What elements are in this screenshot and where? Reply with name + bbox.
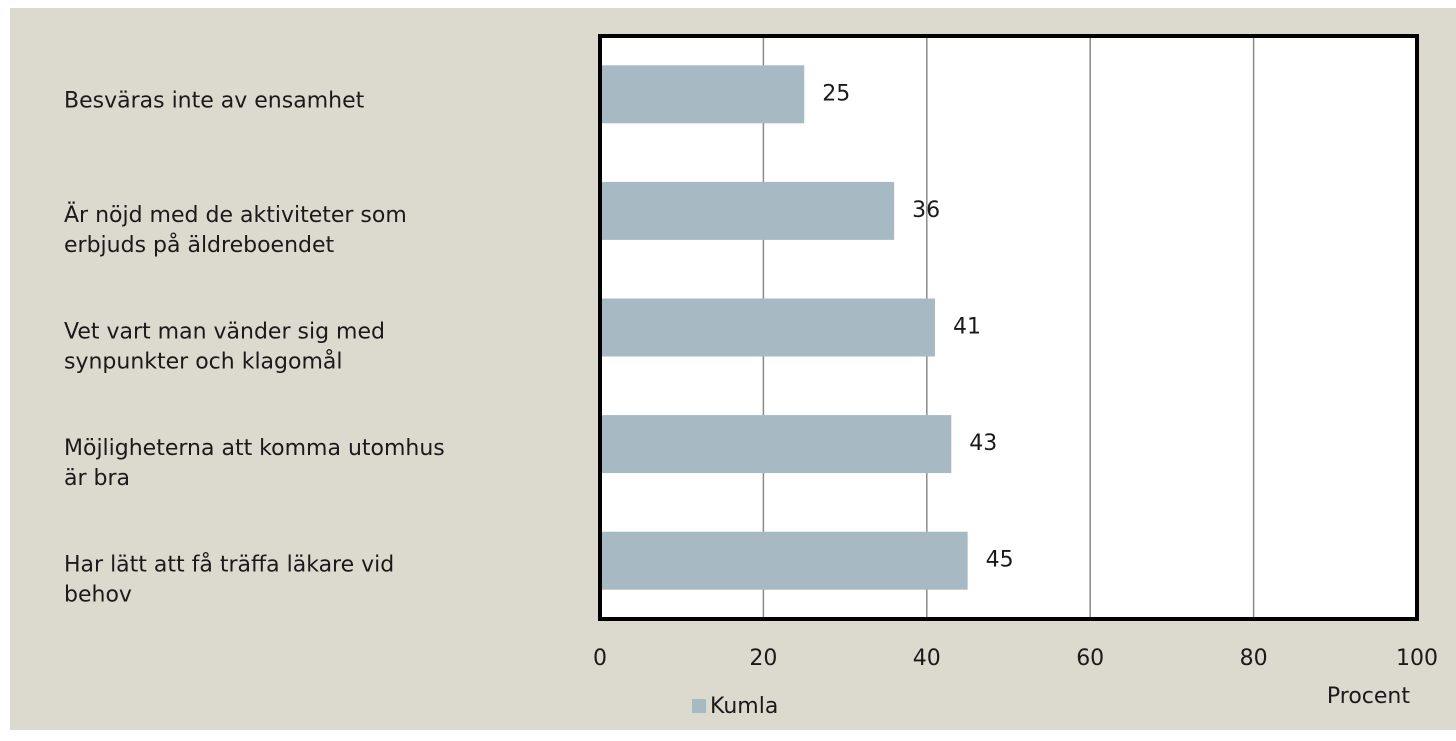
bar (600, 298, 935, 357)
legend-swatch (692, 699, 706, 713)
x-axis-label: Procent (1327, 684, 1410, 709)
y-tick-label: Vet vart man vänder sig med synpunkter oc… (64, 320, 385, 375)
bar (600, 181, 895, 240)
bar (600, 65, 805, 124)
x-tick-label: 0 (593, 646, 607, 671)
x-tick-label: 100 (1396, 646, 1438, 671)
data-label: 43 (969, 431, 997, 456)
x-tick-label: 40 (913, 646, 941, 671)
y-tick-label: Har lätt att få träffa läkare vid behov (64, 552, 394, 608)
legend-label: Kumla (710, 694, 778, 719)
x-tick-label: 20 (749, 646, 777, 671)
data-label: 45 (986, 548, 1014, 573)
data-label: 25 (822, 81, 850, 106)
bar (600, 531, 968, 590)
y-tick-label: Är nöjd med de aktiviteter som erbjuds på… (64, 202, 407, 258)
data-label: 36 (912, 198, 940, 223)
plot-border (598, 34, 1419, 621)
bar (600, 415, 952, 474)
x-tick-label: 60 (1076, 646, 1104, 671)
y-tick-label: Besväras inte av ensamhet (64, 88, 365, 113)
y-tick-label: Möjligheterna att komma utomhus är bra (64, 436, 445, 491)
data-label: 41 (953, 315, 981, 340)
x-tick-label: 80 (1240, 646, 1268, 671)
